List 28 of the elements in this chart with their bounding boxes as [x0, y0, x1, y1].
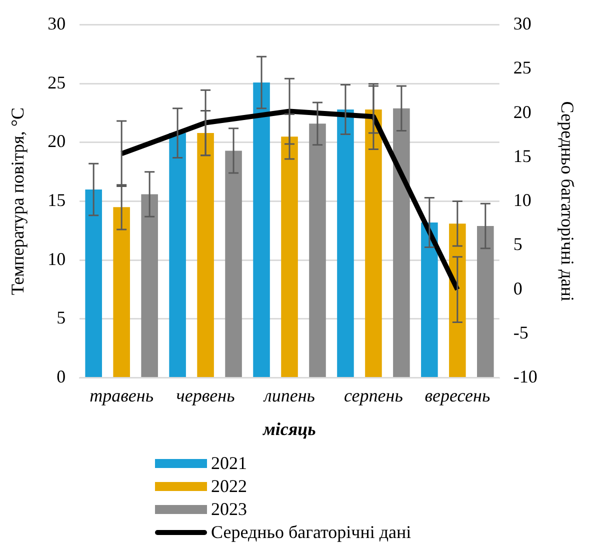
y2-tick-label: 5: [513, 234, 522, 254]
x-tick-label: травень: [90, 385, 154, 406]
y2-axis-title: Середньо багаторічні дані: [557, 101, 578, 302]
y2-tick-label: -5: [513, 322, 528, 342]
y2-tick-label: 10: [513, 190, 532, 210]
y2-tick-label: 15: [513, 146, 532, 166]
x-tick-label: червень: [176, 385, 235, 406]
legend-label: 2023: [211, 499, 247, 520]
y-tick-label: 10: [48, 248, 66, 269]
x-tick-label: липень: [263, 385, 315, 406]
y2-tick-label: 25: [513, 58, 532, 78]
y-tick-label: 15: [48, 190, 66, 210]
x-tick-label: вересень: [424, 385, 490, 406]
x-axis-title: місяць: [262, 418, 316, 439]
x-tick-label: серпень: [344, 385, 403, 406]
y2-tick-label: 0: [513, 278, 522, 298]
legend-label: Середньо багаторічні дані: [211, 522, 412, 543]
y-axis-title: Температура повітря, °С: [8, 107, 28, 296]
y2-tick-label: 20: [513, 102, 532, 122]
y2-tick-label: -10: [513, 366, 538, 387]
y-tick-label: 20: [48, 131, 66, 152]
y-tick-label: 30: [48, 14, 66, 34]
legend-label: 2021: [211, 453, 247, 474]
y-tick-label: 5: [56, 308, 66, 328]
y-tick-label: 0: [56, 366, 66, 387]
y2-tick-label: 30: [513, 14, 532, 34]
y-tick-label: 25: [48, 72, 66, 92]
legend-label: 2022: [211, 476, 247, 497]
